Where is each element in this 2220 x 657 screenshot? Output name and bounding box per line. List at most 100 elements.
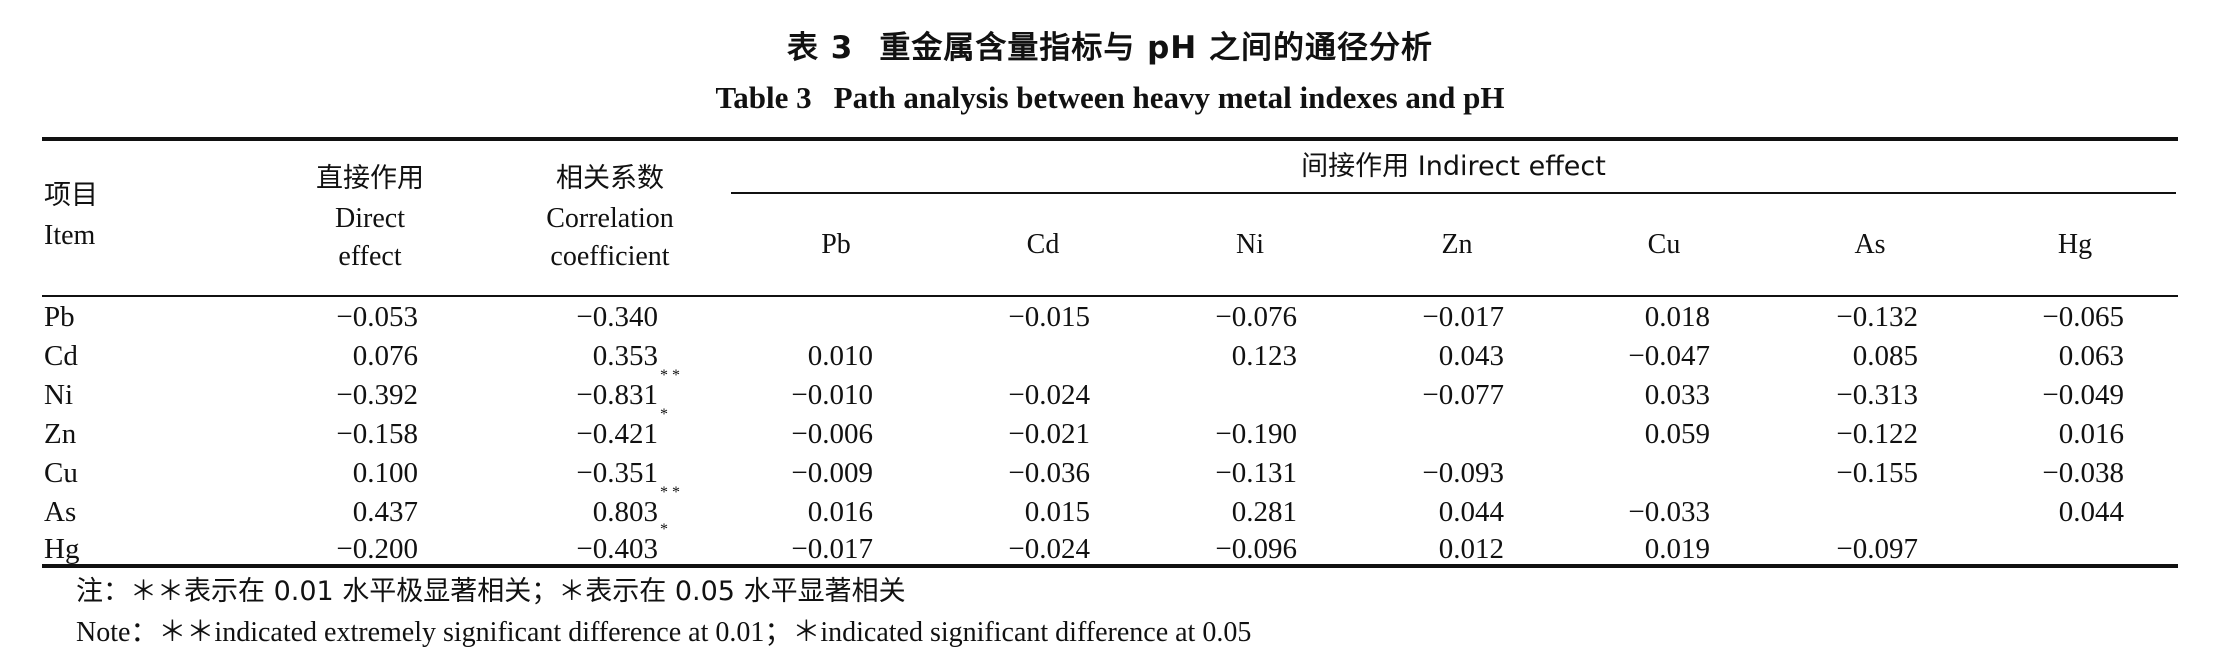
table-row: Pb −0.053 −0.340 −0.015 −0.076 −0.017 0.… bbox=[0, 298, 2220, 337]
cell-ni: −0.076 bbox=[1215, 301, 1297, 333]
cell-hg: 0.044 bbox=[2058, 496, 2124, 528]
header-metal-zn: Zn bbox=[1441, 229, 1473, 260]
cell-pb: 0.010 bbox=[807, 340, 873, 372]
header-metal-cu: Cu bbox=[1647, 229, 1681, 260]
header-rule bbox=[42, 295, 2178, 297]
cell-as: −0.313 bbox=[1836, 379, 1918, 411]
cell-cu: 0.019 bbox=[1644, 533, 1710, 565]
header-direct-en-1: Direct bbox=[335, 203, 405, 234]
cell-zn: −0.077 bbox=[1422, 379, 1504, 411]
cell-cd: −0.015 bbox=[1008, 301, 1090, 333]
cell-cu: 0.033 bbox=[1644, 379, 1710, 411]
header-metal-pb: Pb bbox=[821, 229, 851, 260]
cell-hg: −0.065 bbox=[2042, 301, 2124, 333]
cell-corr: −0.831 * * bbox=[576, 367, 680, 412]
header-indirect: 间接作用 Indirect effect bbox=[1301, 151, 1606, 182]
cell-cu: 0.059 bbox=[1644, 418, 1710, 450]
table-number-cn: 表 3 bbox=[786, 30, 854, 66]
table-row: Ni −0.392 −0.831 * * −0.010 −0.024 −0.077… bbox=[0, 367, 2220, 415]
cell-hg: 0.063 bbox=[2058, 340, 2124, 372]
cell-cd: −0.021 bbox=[1008, 418, 1090, 450]
header-direct-en-2: effect bbox=[338, 241, 402, 272]
row-item: Hg bbox=[44, 533, 80, 565]
cell-as: −0.122 bbox=[1836, 418, 1918, 450]
table-row: Cu 0.100 −0.351 −0.009 −0.036 −0.131 −0.… bbox=[0, 454, 2220, 493]
cell-pb: 0.016 bbox=[807, 496, 873, 528]
cell-pb: −0.017 bbox=[791, 533, 873, 565]
header-direct-cn: 直接作用 bbox=[316, 163, 424, 194]
corr-value: −0.403 bbox=[576, 533, 658, 565]
cell-corr: 0.803 * * bbox=[592, 484, 680, 529]
cell-cd: 0.015 bbox=[1024, 496, 1090, 528]
header-metal-ni: Ni bbox=[1236, 229, 1264, 260]
cell-direct: −0.053 bbox=[336, 301, 418, 333]
cell-direct: −0.392 bbox=[336, 379, 418, 411]
cell-hg: −0.049 bbox=[2042, 379, 2124, 411]
cell-corr: −0.340 bbox=[576, 301, 658, 333]
cell-cd: −0.036 bbox=[1008, 457, 1090, 489]
cell-direct: 0.437 bbox=[352, 496, 418, 528]
table-caption-cn: 重金属含量指标与 pH 之间的通径分析 bbox=[879, 30, 1434, 66]
table-title-en: Table 3 Path analysis between heavy metal… bbox=[0, 80, 2220, 116]
bottom-rule bbox=[42, 564, 2178, 568]
cell-cu: 0.018 bbox=[1644, 301, 1710, 333]
cell-zn: 0.043 bbox=[1438, 340, 1504, 372]
cell-hg: −0.038 bbox=[2042, 457, 2124, 489]
cell-ni: −0.190 bbox=[1215, 418, 1297, 450]
table-row: Zn −0.158 −0.421 * −0.006 −0.021 −0.190 0… bbox=[0, 406, 2220, 454]
cell-direct: 0.100 bbox=[352, 457, 418, 489]
cell-ni: −0.131 bbox=[1215, 457, 1297, 489]
header-corr-en-1: Correlation bbox=[546, 203, 674, 234]
top-rule bbox=[42, 137, 2178, 141]
indirect-header-rule bbox=[731, 192, 2176, 194]
corr-value: −0.831 bbox=[576, 379, 658, 411]
cell-hg: 0.016 bbox=[2058, 418, 2124, 450]
cell-pb: −0.010 bbox=[791, 379, 873, 411]
cell-zn: 0.044 bbox=[1438, 496, 1504, 528]
cell-corr: 0.353 bbox=[592, 340, 658, 372]
cell-pb: −0.006 bbox=[791, 418, 873, 450]
cell-ni: 0.123 bbox=[1231, 340, 1297, 372]
cell-zn: −0.093 bbox=[1422, 457, 1504, 489]
cell-cd: −0.024 bbox=[1008, 379, 1090, 411]
header-corr-en-2: coefficient bbox=[550, 241, 670, 272]
cell-pb: −0.009 bbox=[791, 457, 873, 489]
row-item: Cu bbox=[44, 457, 78, 489]
cell-cd: −0.024 bbox=[1008, 533, 1090, 565]
row-item: Pb bbox=[44, 301, 75, 333]
table-row: Hg −0.200 −0.403 * −0.017 −0.024 −0.096 0… bbox=[0, 521, 2220, 569]
cell-as: −0.155 bbox=[1836, 457, 1918, 489]
cell-corr: −0.403 * bbox=[576, 521, 668, 566]
cell-direct: −0.200 bbox=[336, 533, 418, 565]
table-row: Cd 0.076 0.353 0.010 0.123 0.043 −0.047 … bbox=[0, 337, 2220, 376]
row-item: Cd bbox=[44, 340, 78, 372]
cell-as: 0.085 bbox=[1852, 340, 1918, 372]
header-item-en: Item bbox=[44, 220, 96, 251]
table-number-en: Table 3 bbox=[715, 80, 812, 115]
corr-value: 0.803 bbox=[592, 496, 658, 528]
cell-as: −0.132 bbox=[1836, 301, 1918, 333]
cell-direct: 0.076 bbox=[352, 340, 418, 372]
row-item: Ni bbox=[44, 379, 73, 411]
row-item: As bbox=[44, 496, 77, 528]
row-item: Zn bbox=[44, 418, 77, 450]
header-item-cn: 项目 bbox=[44, 180, 98, 211]
table-note-cn: 注：＊＊表示在 0.01 水平极显著相关；＊表示在 0.05 水平显著相关 bbox=[76, 576, 906, 607]
cell-corr: −0.421 * bbox=[576, 406, 668, 451]
cell-zn: −0.017 bbox=[1422, 301, 1504, 333]
header-corr-cn: 相关系数 bbox=[556, 163, 664, 194]
header-metal-cd: Cd bbox=[1026, 229, 1060, 260]
table-caption-en: Path analysis between heavy metal indexe… bbox=[833, 80, 1505, 115]
cell-zn: 0.012 bbox=[1438, 533, 1504, 565]
cell-cu: −0.033 bbox=[1628, 496, 1710, 528]
table-title-cn: 表 3 重金属含量指标与 pH 之间的通径分析 bbox=[0, 22, 2220, 67]
header-metal-as: As bbox=[1854, 229, 1886, 260]
cell-ni: −0.096 bbox=[1215, 533, 1297, 565]
cell-cu: −0.047 bbox=[1628, 340, 1710, 372]
header-metal-hg: Hg bbox=[2057, 229, 2093, 260]
table-row: As 0.437 0.803 * * 0.016 0.015 0.281 0.04… bbox=[0, 484, 2220, 532]
cell-as: −0.097 bbox=[1836, 533, 1918, 565]
cell-corr: −0.351 bbox=[576, 457, 658, 489]
corr-value: −0.421 bbox=[576, 418, 658, 450]
table-note-en: Note：＊＊indicated extremely significant d… bbox=[76, 617, 1252, 648]
